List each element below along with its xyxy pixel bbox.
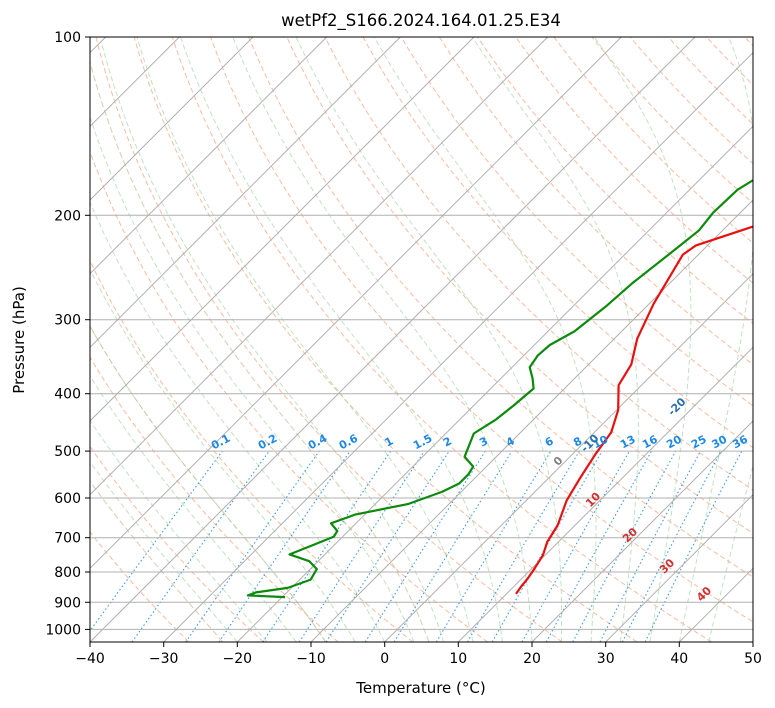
moist-adiabat-line <box>594 37 691 642</box>
moist-adiabat-line <box>0 168 267 642</box>
isotherm-line <box>0 37 474 642</box>
isotherm-line <box>0 37 327 642</box>
mixing-ratio-label: 3 <box>477 434 490 449</box>
moist-adiabat-line <box>137 37 473 642</box>
mixing-ratio-line <box>600 451 701 642</box>
isotherm-line <box>385 37 775 642</box>
isotherms <box>0 37 775 642</box>
dry-adiabat-line <box>0 37 189 642</box>
y-tick-label: 300 <box>54 313 81 329</box>
isotherm-line <box>0 37 253 642</box>
x-tick-label: −20 <box>223 651 253 667</box>
mixing-ratio-lines <box>82 451 742 642</box>
x-tick-label: −30 <box>149 651 179 667</box>
mixing-ratio-label: 25 <box>689 433 709 452</box>
y-tick-label: 600 <box>54 491 81 507</box>
dry-adiabat-line <box>668 37 775 642</box>
mixing-ratio-line <box>468 451 580 642</box>
mixing-ratio-label: 20 <box>664 433 684 452</box>
moist-adiabat-line <box>374 37 596 642</box>
x-tick-label: 20 <box>523 651 541 667</box>
dry-adiabat-line <box>592 37 775 642</box>
isotherm-line <box>0 37 400 642</box>
mixing-ratio-label: 36 <box>730 433 750 452</box>
moist-adiabat-line <box>101 42 443 642</box>
y-axis: 100 200 300 400 500 600 700 800 900 1000 <box>45 30 90 638</box>
mixing-ratio-line <box>546 451 651 642</box>
moist-adiabat-line <box>233 37 532 642</box>
x-axis: −40 −30 −20 −10 0 10 20 30 40 50 <box>75 642 762 667</box>
x-tick-label: −40 <box>75 651 105 667</box>
chart-title: wetPf2_S166.2024.164.01.25.E34 <box>281 11 561 31</box>
moist-adiabat-line <box>0 188 237 642</box>
y-tick-label: 100 <box>54 30 81 46</box>
x-tick-label: 50 <box>744 651 762 667</box>
y-tick-label: 700 <box>54 531 81 547</box>
mixing-ratio-label: 0.4 <box>306 432 330 453</box>
mixing-ratio-line <box>263 451 391 642</box>
pressure-gridlines <box>90 37 753 629</box>
isotherm-line <box>237 37 775 642</box>
adiabat-label: 40 <box>694 584 714 604</box>
isotherm-line <box>311 37 775 642</box>
y-axis-title: Pressure (hPa) <box>10 286 28 394</box>
dry-adiabat-line <box>0 37 264 642</box>
dry-adiabat-line <box>20 37 413 642</box>
dry-adiabat-line <box>516 37 775 642</box>
isotherm-line <box>753 37 775 642</box>
y-tick-label: 200 <box>54 208 81 224</box>
moist-adiabat-line <box>709 37 775 642</box>
mixing-ratio-label: 1 <box>383 434 396 449</box>
dry-adiabats <box>0 37 775 642</box>
x-tick-label: 30 <box>597 651 615 667</box>
plot-area: 0.10.20.40.611.52346810131620253036-100-… <box>0 34 775 642</box>
isotherm-line <box>532 37 775 642</box>
adiabat-label: 20 <box>620 525 640 545</box>
mixing-ratio-label: 16 <box>640 433 660 452</box>
moist-adiabat-line <box>31 113 355 642</box>
wet-bulb-curve <box>0 193 223 642</box>
mixing-ratio-label: 30 <box>710 433 730 452</box>
x-tick-label: 40 <box>670 651 688 667</box>
x-tick-label: 10 <box>449 651 467 667</box>
mixing-ratio-label: 13 <box>618 433 638 452</box>
dry-adiabat-line <box>554 37 775 642</box>
x-axis-title: Temperature (°C) <box>355 679 485 697</box>
adiabat-label: 0 <box>551 454 566 469</box>
isotherm-line <box>16 37 621 642</box>
mixing-ratio-line <box>219 451 350 642</box>
dry-adiabat-line <box>745 37 775 642</box>
isotherm-line <box>164 37 769 642</box>
mixing-ratio-line <box>299 451 424 642</box>
isotherm-line <box>679 37 775 642</box>
mixing-ratio-label: 0.1 <box>209 432 232 453</box>
moist-adiabat-line <box>53 93 385 643</box>
isotherm-line <box>458 37 775 642</box>
y-tick-label: 1000 <box>45 622 81 638</box>
x-tick-label: −10 <box>296 651 326 667</box>
y-tick-label: 500 <box>54 444 81 460</box>
plot-frame <box>90 37 753 642</box>
x-tick-label: 0 <box>380 651 389 667</box>
moist-adiabats <box>0 37 775 642</box>
dry-adiabat-line <box>58 37 488 642</box>
dry-adiabat-line <box>0 37 338 642</box>
y-tick-label: 900 <box>54 595 81 611</box>
y-tick-label: 800 <box>54 565 81 581</box>
mixing-ratio-label: 2 <box>441 434 454 449</box>
adiabat-label: 10 <box>583 490 603 510</box>
mixing-ratio-label: 6 <box>543 434 556 449</box>
y-tick-label: 400 <box>54 387 81 403</box>
moist-adiabat-line <box>0 153 296 642</box>
isotherm-line <box>90 37 695 642</box>
dry-adiabat-line <box>363 37 775 642</box>
mixing-ratio-label: 1.5 <box>411 432 434 453</box>
mixing-ratio-line <box>326 451 449 642</box>
